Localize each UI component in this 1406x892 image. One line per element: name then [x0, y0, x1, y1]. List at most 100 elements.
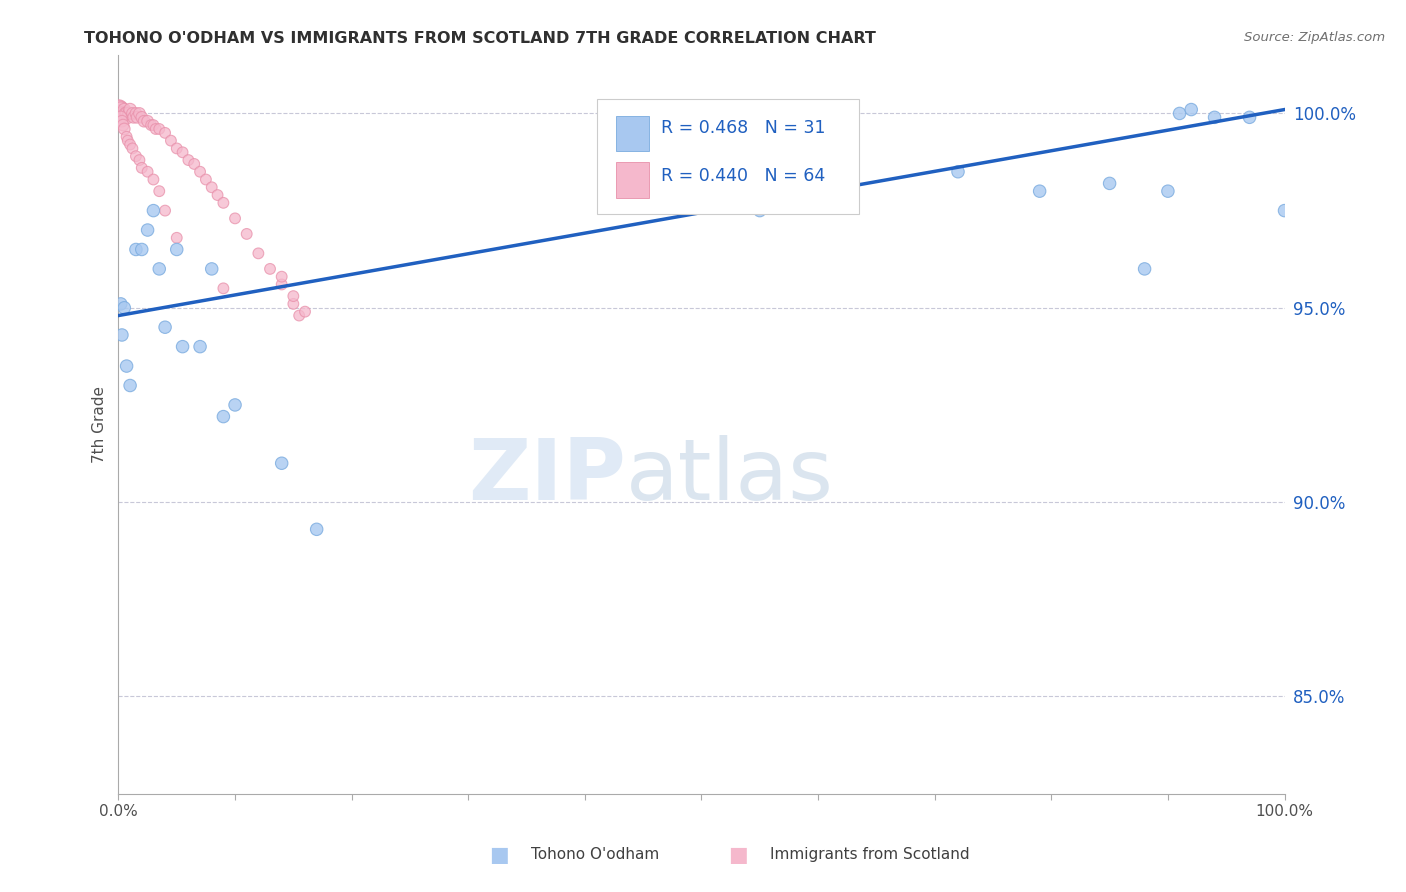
Point: [224, 398, 246, 412]
Point: [270, 269, 292, 284]
Point: [131, 243, 153, 257]
Point: [115, 106, 138, 120]
Point: [145, 122, 167, 136]
Point: [131, 111, 153, 125]
Point: [1098, 177, 1121, 191]
Point: [166, 243, 188, 257]
Point: [136, 114, 159, 128]
Point: [136, 165, 159, 179]
Point: [212, 281, 235, 295]
Point: [1239, 111, 1261, 125]
Point: [201, 261, 224, 276]
Point: [114, 106, 136, 120]
Point: [111, 106, 134, 120]
Point: [120, 137, 142, 152]
Point: [121, 141, 143, 155]
Text: Tohono O'odham: Tohono O'odham: [531, 847, 659, 862]
Point: [107, 106, 129, 120]
Point: [1180, 103, 1202, 117]
Point: [1133, 261, 1156, 276]
Point: [259, 261, 281, 276]
FancyBboxPatch shape: [616, 116, 650, 151]
Point: [111, 114, 134, 128]
Point: [183, 157, 205, 171]
Point: [132, 114, 155, 128]
Point: [120, 103, 142, 117]
Point: [142, 203, 165, 218]
Point: [247, 246, 270, 260]
Point: [946, 165, 969, 179]
Point: [188, 165, 211, 179]
Text: ■: ■: [489, 845, 509, 864]
Point: [1168, 106, 1191, 120]
Point: [1274, 203, 1296, 218]
FancyBboxPatch shape: [596, 99, 859, 214]
Point: [177, 153, 200, 167]
Point: [1204, 111, 1226, 125]
Point: [172, 145, 194, 160]
Point: [153, 320, 176, 334]
Point: [224, 211, 246, 226]
Point: [125, 149, 148, 163]
Point: [294, 304, 316, 318]
Point: [136, 223, 159, 237]
Point: [112, 106, 135, 120]
Text: ■: ■: [728, 845, 748, 864]
Point: [121, 106, 143, 120]
Point: [212, 195, 235, 210]
Point: [120, 378, 142, 392]
Point: [283, 289, 305, 303]
Point: [212, 409, 235, 424]
Point: [148, 122, 170, 136]
Point: [111, 328, 134, 343]
Point: [115, 359, 138, 373]
Point: [122, 111, 145, 125]
Text: atlas: atlas: [626, 434, 834, 517]
Point: [127, 111, 149, 125]
Text: TOHONO O'ODHAM VS IMMIGRANTS FROM SCOTLAND 7TH GRADE CORRELATION CHART: TOHONO O'ODHAM VS IMMIGRANTS FROM SCOTLA…: [84, 31, 876, 46]
Point: [235, 227, 257, 241]
Point: [830, 192, 852, 206]
Point: [110, 111, 132, 125]
Point: [153, 203, 176, 218]
Point: [160, 134, 183, 148]
Point: [270, 277, 292, 292]
Text: Source: ZipAtlas.com: Source: ZipAtlas.com: [1244, 31, 1385, 45]
Point: [108, 103, 131, 117]
Point: [110, 103, 132, 117]
Point: [108, 106, 131, 120]
Point: [117, 134, 139, 148]
Point: [112, 122, 135, 136]
Point: [142, 172, 165, 186]
Point: [288, 309, 311, 323]
Point: [125, 243, 148, 257]
Point: [131, 161, 153, 175]
Point: [112, 118, 135, 132]
Point: [270, 456, 292, 470]
Point: [305, 522, 328, 536]
Point: [1157, 184, 1180, 198]
FancyBboxPatch shape: [616, 162, 650, 198]
Point: [107, 103, 129, 117]
Point: [112, 103, 135, 117]
Point: [128, 153, 150, 167]
Text: Immigrants from Scotland: Immigrants from Scotland: [770, 847, 970, 862]
Text: R = 0.468   N = 31: R = 0.468 N = 31: [661, 120, 825, 137]
Point: [112, 301, 135, 315]
Point: [1028, 184, 1050, 198]
Point: [172, 340, 194, 354]
Point: [283, 297, 305, 311]
Point: [148, 184, 170, 198]
Point: [148, 261, 170, 276]
Point: [142, 118, 165, 132]
Point: [166, 231, 188, 245]
Point: [125, 106, 148, 120]
Text: R = 0.440   N = 64: R = 0.440 N = 64: [661, 167, 825, 185]
Text: ZIP: ZIP: [468, 434, 626, 517]
Point: [207, 188, 229, 202]
Point: [153, 126, 176, 140]
Point: [748, 203, 770, 218]
Point: [118, 106, 141, 120]
Y-axis label: 7th Grade: 7th Grade: [93, 386, 107, 463]
Point: [201, 180, 224, 194]
